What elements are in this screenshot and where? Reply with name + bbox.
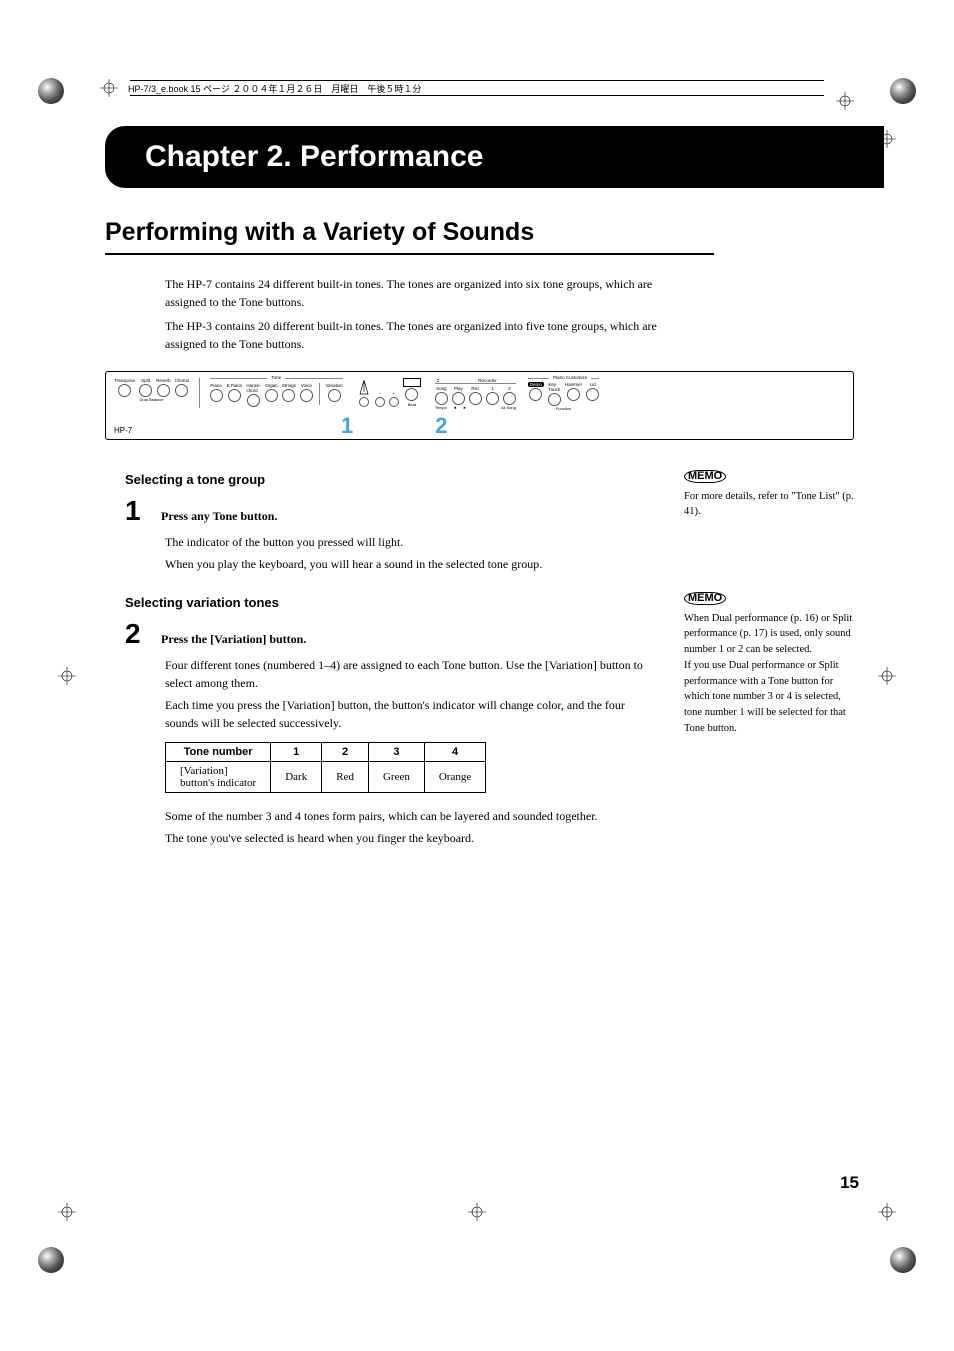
registration-mark — [878, 1203, 896, 1221]
intro-paragraph: The HP-3 contains 20 different built-in … — [165, 317, 684, 353]
table-cell: Red — [322, 762, 369, 793]
panel-button: Key Touch — [548, 382, 561, 406]
intro-paragraph: The HP-7 contains 24 different built-in … — [165, 275, 684, 311]
panel-button: Rec — [469, 386, 482, 405]
subsection-heading: Selecting a tone group — [125, 472, 656, 487]
header-filename: HP-7/3_e.book 15 ページ ２００４年１月２６日 月曜日 午後５時… — [128, 82, 421, 95]
print-crop-sphere — [38, 1247, 64, 1273]
registration-mark — [878, 130, 896, 148]
step-instruction: Press the [Variation] button. — [161, 632, 306, 647]
panel-button: Hammer — [565, 382, 582, 401]
memo-icon: MEMO — [684, 592, 726, 605]
panel-button: Voice — [300, 383, 313, 402]
panel-button: Transpose — [114, 378, 135, 397]
step-number: 1 — [125, 495, 145, 527]
tone-group-label: Tone — [267, 375, 285, 380]
panel-sublabel: Dual Balance — [140, 397, 164, 402]
print-crop-sphere — [890, 78, 916, 104]
panel-button: Reverb — [156, 378, 171, 397]
step-number: 2 — [125, 618, 145, 650]
memo-text: When Dual performance (p. 16) or Split p… — [684, 611, 854, 737]
table-header: Tone number — [166, 743, 271, 762]
panel-button: Play — [452, 386, 465, 405]
panel-button: Split — [139, 378, 152, 397]
customize-group-label: Piano Customize — [549, 375, 591, 380]
table-header: 2 — [322, 743, 369, 762]
panel-button: E.Piano — [227, 383, 243, 402]
memo-icon: MEMO — [684, 470, 726, 483]
panel-divider — [319, 383, 320, 405]
panel-sublabel: Tempo — [435, 405, 447, 410]
panel-sublabel: Function — [528, 406, 599, 411]
step-instruction: Press any Tone button. — [161, 509, 277, 524]
body-paragraph: Some of the number 3 and 4 tones form pa… — [165, 807, 656, 825]
panel-button: Beat — [403, 378, 421, 407]
panel-button: Variation — [325, 383, 342, 402]
chapter-title: Chapter 2. Performance — [105, 126, 884, 188]
body-paragraph: Four different tones (numbered 1–4) are … — [165, 656, 656, 692]
recorder-group-label: Recorder — [459, 378, 516, 383]
table-header: 3 — [368, 743, 424, 762]
panel-button: Piano — [210, 383, 223, 402]
metronome-icon — [357, 380, 371, 407]
registration-mark — [836, 92, 854, 110]
registration-mark — [100, 79, 118, 97]
panel-button: Demo — [528, 382, 544, 401]
print-crop-sphere — [890, 1247, 916, 1273]
panel-button: 2 — [503, 386, 516, 405]
registration-mark — [468, 1203, 486, 1221]
page-header-rule: HP-7/3_e.book 15 ページ ２００４年１月２６日 月曜日 午後５時… — [130, 80, 824, 96]
table-header: 1 — [271, 743, 322, 762]
body-paragraph: When you play the keyboard, you will hea… — [165, 555, 656, 573]
display-icon — [403, 378, 421, 387]
tone-number-table: Tone number 1 2 3 4 [Variation] button's… — [165, 742, 486, 793]
tone-group: Tone Piano E.Piano Harpsi- chord Organ S… — [210, 378, 343, 407]
print-crop-sphere — [38, 78, 64, 104]
panel-button: − — [375, 391, 385, 407]
body-paragraph: Each time you press the [Variation] butt… — [165, 696, 656, 732]
table-cell: [Variation] button's indicator — [166, 762, 271, 793]
panel-button: Lid — [586, 382, 599, 401]
panel-button: + — [389, 391, 399, 407]
panel-divider — [199, 378, 200, 408]
panel-button: Harpsi- chord — [246, 383, 261, 407]
table-cell: Orange — [424, 762, 485, 793]
panel-sublabel: All Song — [501, 405, 516, 410]
control-panel-diagram: Transpose Split Reverb Chorus Dual Balan… — [105, 371, 854, 440]
callout-number: 2 — [435, 413, 447, 439]
panel-button: Song — [435, 386, 448, 405]
table-cell: Dark — [271, 762, 322, 793]
registration-mark — [58, 1203, 76, 1221]
panel-model-label: HP-7 — [114, 426, 132, 435]
panel-button: Strings — [282, 383, 296, 402]
table-cell: Green — [368, 762, 424, 793]
page-number: 15 — [840, 1173, 859, 1193]
body-paragraph: The tone you've selected is heard when y… — [165, 829, 656, 847]
subsection-heading: Selecting variation tones — [125, 595, 656, 610]
callout-number: 1 — [341, 413, 353, 439]
memo-text: For more details, refer to "Tone List" (… — [684, 489, 854, 521]
panel-button: Chorus — [175, 378, 190, 397]
panel-button: 1 — [486, 386, 499, 405]
body-paragraph: The indicator of the button you pressed … — [165, 533, 656, 551]
section-heading: Performing with a Variety of Sounds — [105, 218, 714, 255]
table-header: 4 — [424, 743, 485, 762]
panel-button: Organ — [265, 383, 278, 402]
